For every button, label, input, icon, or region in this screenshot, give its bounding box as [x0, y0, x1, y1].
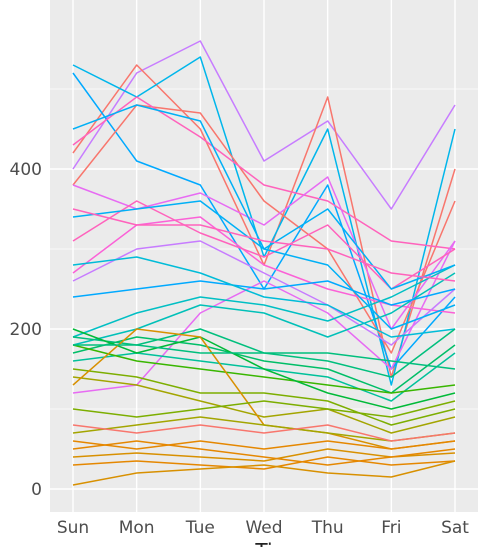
y-tick-label: 400	[10, 160, 42, 180]
series-line	[72, 280, 456, 306]
series-line	[72, 460, 456, 486]
series-line	[72, 256, 456, 338]
x-axis-ticks: Sun Mon Tue Wed Thu Fri Sat	[57, 518, 469, 538]
series-line	[72, 328, 456, 410]
series-line	[72, 400, 456, 418]
series-line	[72, 264, 456, 338]
series-line	[72, 368, 456, 426]
series-line	[72, 456, 456, 470]
series-lines	[72, 40, 456, 486]
x-tick-label: Tue	[185, 518, 215, 538]
y-axis-ticks: 0 200 400	[10, 160, 42, 500]
x-tick-label: Thu	[311, 518, 344, 538]
series-line	[72, 344, 456, 394]
series-line	[72, 440, 456, 466]
x-tick-label: Fri	[381, 518, 401, 538]
y-tick-label: 200	[10, 320, 42, 340]
x-tick-label: Sun	[57, 518, 89, 538]
series-line	[73, 344, 456, 370]
y-tick-label: 0	[31, 480, 42, 500]
series-line	[72, 96, 456, 250]
x-axis-title: Ti	[254, 539, 272, 547]
x-tick-label: Mon	[119, 518, 155, 538]
x-tick-label: Sat	[441, 518, 469, 538]
series-line	[72, 240, 456, 346]
x-tick-label: Wed	[245, 518, 282, 538]
series-line	[72, 440, 456, 450]
series-line	[72, 424, 456, 442]
series-line	[72, 40, 456, 210]
series-line	[72, 208, 456, 282]
series-line	[72, 376, 456, 434]
series-line	[72, 104, 456, 290]
